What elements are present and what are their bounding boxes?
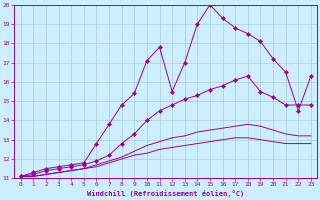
X-axis label: Windchill (Refroidissement éolien,°C): Windchill (Refroidissement éolien,°C)	[87, 190, 244, 197]
